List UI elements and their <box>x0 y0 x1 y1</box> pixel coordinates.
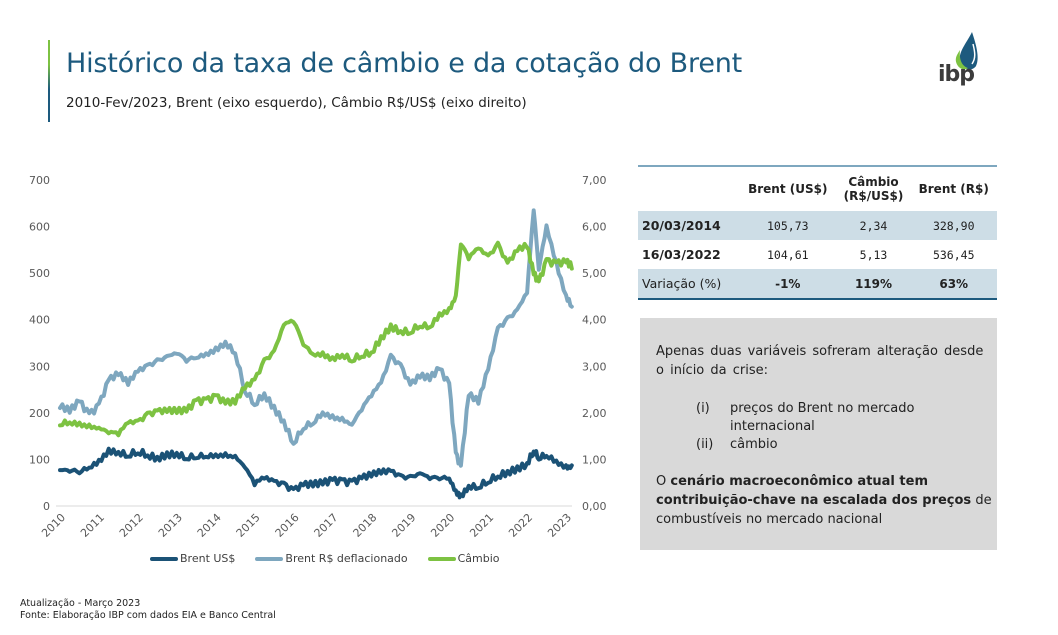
page-subtitle: 2010-Fev/2023, Brent (eixo esquerdo), Câ… <box>66 95 527 111</box>
y-left-tick-label: 400 <box>29 314 50 327</box>
y-left-tick-label: 200 <box>29 407 50 420</box>
note-list-item: (i) preços do Brent no mercado internaci… <box>696 400 966 436</box>
conclusion-bold: cenário macroeconômico atual tem contrib… <box>656 474 972 508</box>
legend-item-cambio: Câmbio <box>427 552 500 565</box>
page-title: Histórico da taxa de câmbio e da cotação… <box>66 48 743 79</box>
chart-legend: Brent US$ Brent R$ deflacionado Câmbio <box>150 552 500 565</box>
header-line: (R$/US$) <box>843 189 904 203</box>
y-right-tick-label: 1,00 <box>582 453 607 466</box>
series-line-brent-brl <box>58 208 574 468</box>
x-tick-label: 2010 <box>39 511 68 540</box>
x-tick-label: 2014 <box>195 511 224 540</box>
cell-cambio: 5,13 <box>859 247 888 262</box>
list-text: preços do Brent no mercado internacional <box>730 401 915 434</box>
note-list: (i) preços do Brent no mercado internaci… <box>696 400 966 454</box>
legend-label: Câmbio <box>457 552 500 565</box>
y-left-tick-label: 600 <box>29 221 50 234</box>
cell-brent-usd: -1% <box>739 269 837 300</box>
series-line-cambio <box>58 240 574 438</box>
drop-icon <box>955 32 978 70</box>
cell-cambio: 2,34 <box>836 211 911 240</box>
x-tick-label: 2012 <box>117 511 146 540</box>
y-left-tick-label: 300 <box>29 360 50 373</box>
y-right-tick-label: 4,00 <box>582 314 607 327</box>
x-tick-label: 2019 <box>389 511 418 540</box>
comparison-table: Brent (US$) Câmbio (R$/US$) Brent (R$) 2… <box>638 165 997 300</box>
header-line: Câmbio <box>848 175 899 189</box>
row-label: Variação (%) <box>638 269 740 300</box>
y-left-tick-label: 500 <box>29 267 50 280</box>
x-tick-label: 2016 <box>273 511 302 540</box>
y-right-tick-label: 3,00 <box>582 360 607 373</box>
table-header-brent-brl: Brent (R$) <box>918 182 989 196</box>
table-row: Variação (%) -1% 119% 63% <box>638 269 997 300</box>
y-right-tick-label: 7,00 <box>582 174 607 187</box>
conclusion-prefix: O <box>656 474 671 489</box>
y-left-tick-label: 100 <box>29 453 50 466</box>
table-header-cambio: Câmbio (R$/US$) <box>837 166 911 211</box>
table-row: 16/03/2022 104,61 5,13 536,45 <box>638 240 997 269</box>
x-tick-label: 2018 <box>351 511 380 540</box>
legend-swatch-cambio <box>427 556 456 561</box>
logo-text: ibp <box>938 62 975 87</box>
series-line-brent-usd <box>58 446 574 500</box>
note-box: Apenas duas variáveis sofreram alteração… <box>640 318 997 550</box>
y-left-tick-label: 700 <box>29 174 50 187</box>
legend-label: Brent US$ <box>180 552 236 565</box>
y-left-tick-label: 0 <box>43 500 50 513</box>
cell-brent-usd: 104,61 <box>767 247 809 262</box>
table-header-brent-usd: Brent (US$) <box>748 182 828 196</box>
cell-brent-brl: 536,45 <box>932 247 975 262</box>
footer-update: Atualização - Março 2023 <box>20 598 141 609</box>
note-intro: Apenas duas variáveis sofreram alteração… <box>656 344 984 378</box>
x-tick-label: 2020 <box>428 511 457 540</box>
legend-swatch-brent-brl <box>255 556 284 561</box>
y-right-tick-label: 5,00 <box>582 267 607 280</box>
row-label: 20/03/2014 <box>638 211 740 240</box>
table-header-empty <box>638 166 739 211</box>
legend-swatch-brent-usd <box>150 556 178 561</box>
y-right-tick-label: 2,00 <box>582 407 607 420</box>
cell-cambio: 119% <box>836 269 911 300</box>
x-tick-label: 2023 <box>545 511 574 540</box>
header-accent-bar <box>48 40 50 122</box>
cell-brent-brl: 328,90 <box>910 211 997 240</box>
footer-source: Fonte: Elaboração IBP com dados EIA e Ba… <box>20 610 276 621</box>
x-tick-label: 2013 <box>156 511 185 540</box>
footer: Atualização - Março 2023 Fonte: Elaboraç… <box>20 598 276 622</box>
list-number: (ii) <box>696 437 714 452</box>
conclusion-suffix: de combustíveis no mercado nacional <box>656 493 992 527</box>
note-list-item: (ii) câmbio <box>696 436 966 454</box>
x-tick-label: 2015 <box>234 511 263 540</box>
row-label: 16/03/2022 <box>642 247 721 262</box>
line-chart: 0 100 200 300 400 500 600 700 0,00 1,00 2,00 3,00 4… <box>29 174 607 540</box>
cell-brent-usd: 105,73 <box>739 211 837 240</box>
cell-brent-brl: 63% <box>910 269 997 300</box>
legend-item-brent-usd: Brent US$ <box>150 552 235 565</box>
note-conclusion: O cenário macroeconômico atual tem contr… <box>656 472 996 529</box>
x-tick-label: 2022 <box>506 511 535 540</box>
legend-label: Brent R$ deflacionado <box>285 552 408 565</box>
legend-item-brent-brl: Brent R$ deflacionado <box>255 552 408 565</box>
y-right-tick-label: 0,00 <box>582 500 607 513</box>
x-tick-label: 2011 <box>78 511 107 540</box>
y-right-tick-label: 6,00 <box>582 221 607 234</box>
table-row: 20/03/2014 105,73 2,34 328,90 <box>638 211 997 240</box>
x-tick-label: 2021 <box>467 511 496 540</box>
list-number: (i) <box>696 401 710 416</box>
list-text: câmbio <box>730 437 778 452</box>
x-tick-label: 2017 <box>312 511 341 540</box>
